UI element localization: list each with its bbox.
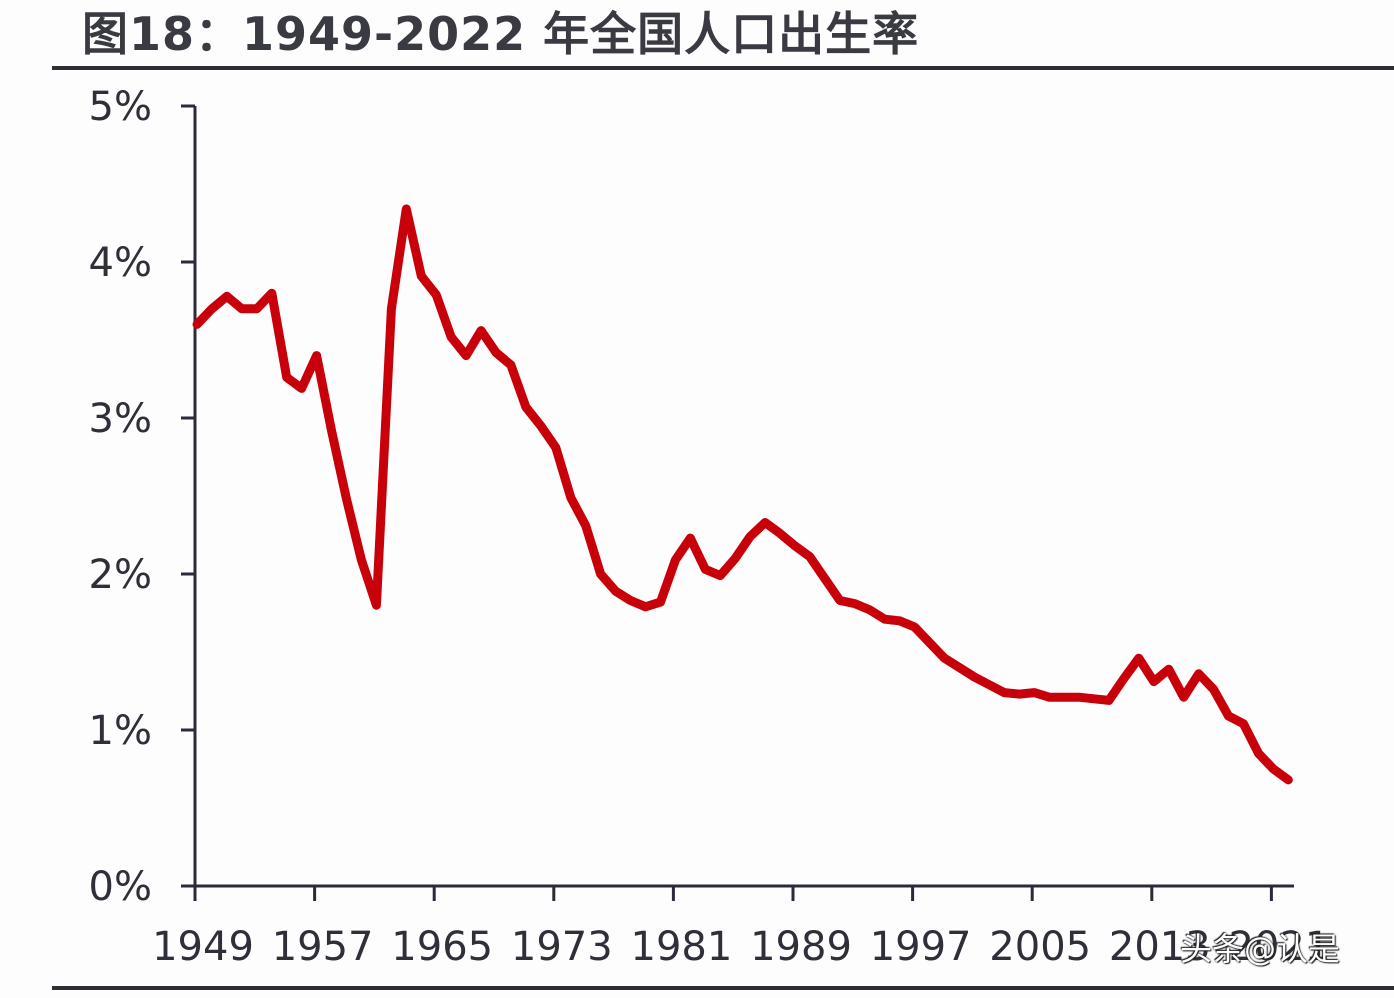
y-axis: 0% 1% 2% 3% 4% 5%	[89, 84, 197, 910]
x-tick-label: 1949	[152, 924, 254, 970]
y-tick-label: 0%	[89, 864, 152, 910]
x-tick-label: 2005	[989, 924, 1091, 970]
chart-title: 图18：1949-2022 年全国人口出生率	[82, 7, 920, 61]
y-tick-label: 3%	[89, 396, 152, 442]
x-tick-label: 1989	[750, 924, 852, 970]
y-tick-label: 4%	[89, 240, 152, 286]
bottom-rule	[52, 986, 1394, 990]
top-rule	[52, 66, 1394, 70]
y-tick-label: 1%	[89, 708, 152, 754]
birth-rate-line	[192, 204, 1293, 785]
x-tick-label: 1957	[272, 924, 374, 970]
x-tick-label: 2013	[1109, 924, 1211, 970]
x-axis: 1949 1957 1965 1973 1981 1989 1997 2005 2013 2021	[152, 884, 1331, 970]
y-tick-label: 5%	[89, 84, 152, 130]
x-tick-label: 1981	[631, 924, 733, 970]
x-tick-label: 2021	[1229, 924, 1331, 970]
x-tick-label: 1997	[870, 924, 972, 970]
watermark: 头条@认是	[1180, 930, 1341, 968]
x-tick-label: 1965	[391, 924, 493, 970]
x-tick-label: 1973	[511, 924, 613, 970]
y-tick-label: 2%	[89, 552, 152, 598]
